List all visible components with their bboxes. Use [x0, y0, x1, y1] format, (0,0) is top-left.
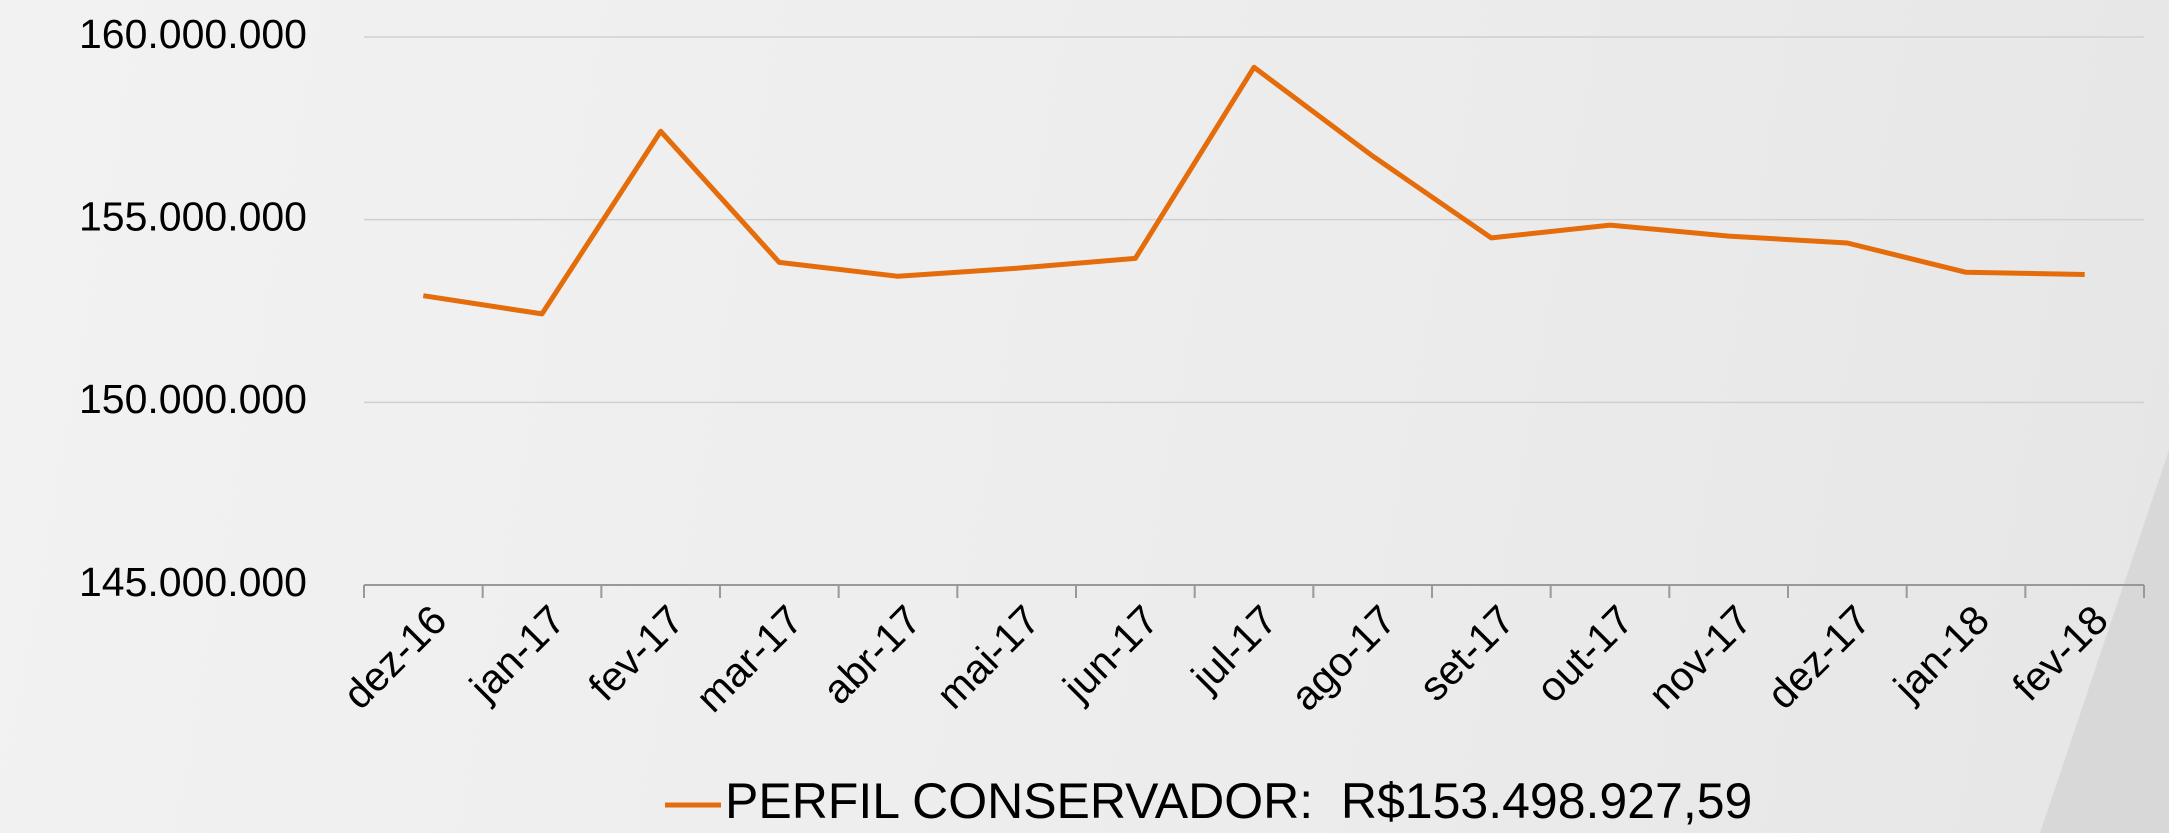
line-series	[422, 64, 2085, 317]
legend-label: PERFIL CONSERVADOR: R$153.498.927,59	[725, 773, 1752, 829]
x-tick-label: jan-18	[1884, 596, 1998, 710]
x-tick-label: mai-17	[928, 596, 1049, 717]
x-tick-label: jul-17	[1182, 596, 1286, 700]
x-tick-label: abr-17	[814, 596, 930, 712]
x-tick-label: jan-17	[460, 596, 574, 710]
background-shape	[2040, 450, 2169, 833]
y-tick-label: 155.000.000	[79, 193, 307, 239]
x-tick-label: ago-17	[1282, 596, 1405, 719]
x-tick-label: set-17	[1410, 596, 1523, 709]
x-tick-label: nov-17	[1640, 596, 1761, 717]
y-tick-label: 160.000.000	[79, 11, 307, 57]
x-tick-label: out-17	[1527, 596, 1642, 711]
x-tick-label: dez-17	[1758, 596, 1879, 717]
y-tick-label: 150.000.000	[79, 376, 307, 422]
x-tick-label: jun-17	[1054, 596, 1168, 710]
x-tick-label: dez-16	[334, 596, 455, 717]
y-tick-label: 145.000.000	[79, 559, 307, 605]
x-tick-label: mar-17	[687, 596, 811, 720]
x-tick-label: fev-17	[580, 596, 693, 709]
